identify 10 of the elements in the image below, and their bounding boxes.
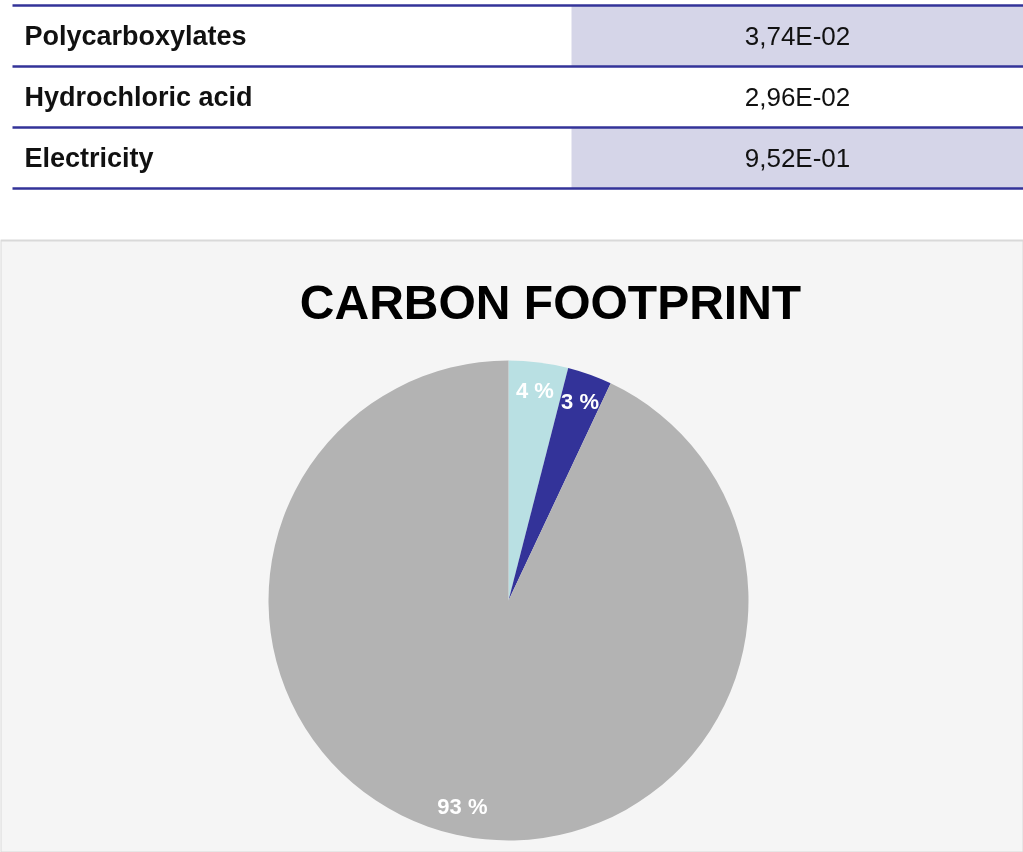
data-label: 3 % <box>561 389 600 415</box>
data-label: 4 % <box>516 378 554 404</box>
text: Polycarboxylates <box>24 21 247 51</box>
text: 9,52E-01 <box>744 143 851 173</box>
text: Electricity <box>24 143 154 173</box>
chart-title: CARBON FOOTPRINT <box>299 276 802 329</box>
data-label: 93 % <box>437 794 488 820</box>
text: 2,96E-02 <box>744 82 851 112</box>
text: 3,74E-02 <box>744 21 851 51</box>
text: Hydrochloric acid <box>24 82 253 112</box>
